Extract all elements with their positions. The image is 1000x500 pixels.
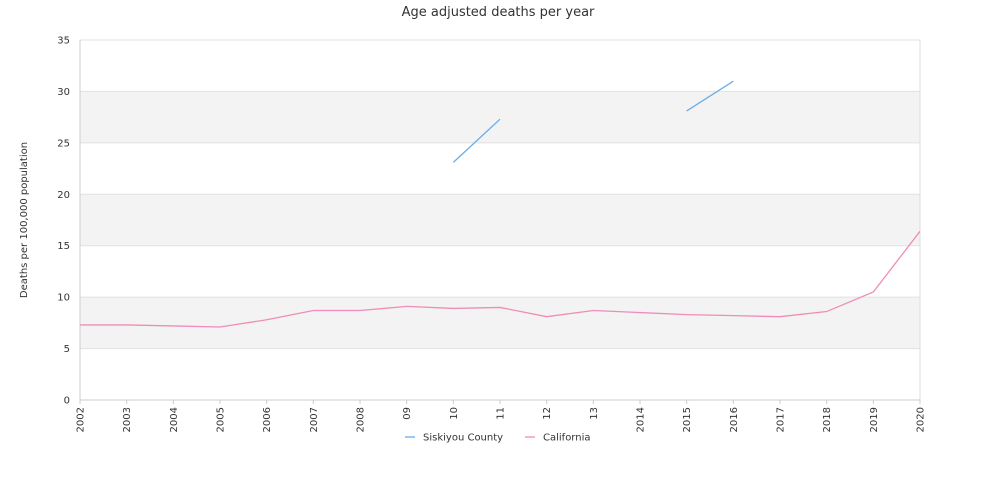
x-tick-label: 2005	[216, 407, 227, 432]
x-axis-ticks: 2002 2003 2004 2005 2006 2007 2008 09 10 11 12 13 20…	[76, 400, 927, 432]
x-tick-label: 2007	[309, 407, 320, 432]
y-tick-label: 25	[57, 138, 70, 149]
x-tick-label: 2016	[729, 407, 740, 432]
series-line-siskiyou-county	[686, 80, 734, 112]
series-lines	[80, 80, 921, 328]
x-tick-label: 2015	[682, 407, 693, 432]
y-tick-label: 10	[57, 293, 70, 304]
y-tick-label: 5	[64, 344, 70, 355]
x-tick-label: 2017	[776, 407, 787, 432]
x-tick-label: 2018	[822, 407, 833, 432]
x-tick-label: 2019	[869, 407, 880, 432]
x-tick-label: 2020	[916, 407, 927, 432]
x-tick-label: 10	[449, 407, 460, 420]
legend-label-california: California	[543, 433, 591, 444]
x-tick-label: 12	[542, 407, 553, 420]
y-tick-label: 35	[57, 36, 70, 47]
x-tick-label: 2002	[76, 407, 87, 432]
x-tick-label: 13	[589, 407, 600, 420]
y-tick-label: 20	[57, 190, 70, 201]
grid-bands	[80, 40, 920, 400]
grid-band	[80, 348, 920, 400]
grid-band	[80, 245, 920, 298]
grid-band	[80, 91, 920, 143]
x-tick-label: 11	[496, 407, 507, 420]
y-axis-label: Deaths per 100,000 population	[19, 142, 30, 298]
y-tick-label: 30	[57, 87, 70, 98]
x-tick-label: 2004	[169, 407, 180, 432]
x-tick-label: 2014	[636, 407, 647, 432]
grid-band	[80, 297, 920, 349]
chart-title: Age adjusted deaths per year	[402, 5, 595, 20]
x-tick-label: 2008	[356, 407, 367, 432]
y-tick-label: 15	[57, 241, 70, 252]
grid-band	[80, 194, 920, 246]
legend: Siskiyou County California	[405, 433, 591, 444]
y-axis-ticks: 0 5 10 15 20 25 30 35	[57, 36, 70, 407]
series-line-california	[80, 230, 921, 328]
grid-band	[80, 142, 920, 195]
series-line-siskiyou-county	[452, 118, 501, 163]
x-tick-label: 09	[402, 407, 413, 420]
y-tick-label: 0	[64, 396, 70, 407]
grid-band	[80, 40, 920, 92]
x-tick-label: 2006	[262, 407, 273, 432]
x-tick-label: 2003	[122, 407, 133, 432]
legend-label-siskiyou-county: Siskiyou County	[423, 433, 503, 444]
